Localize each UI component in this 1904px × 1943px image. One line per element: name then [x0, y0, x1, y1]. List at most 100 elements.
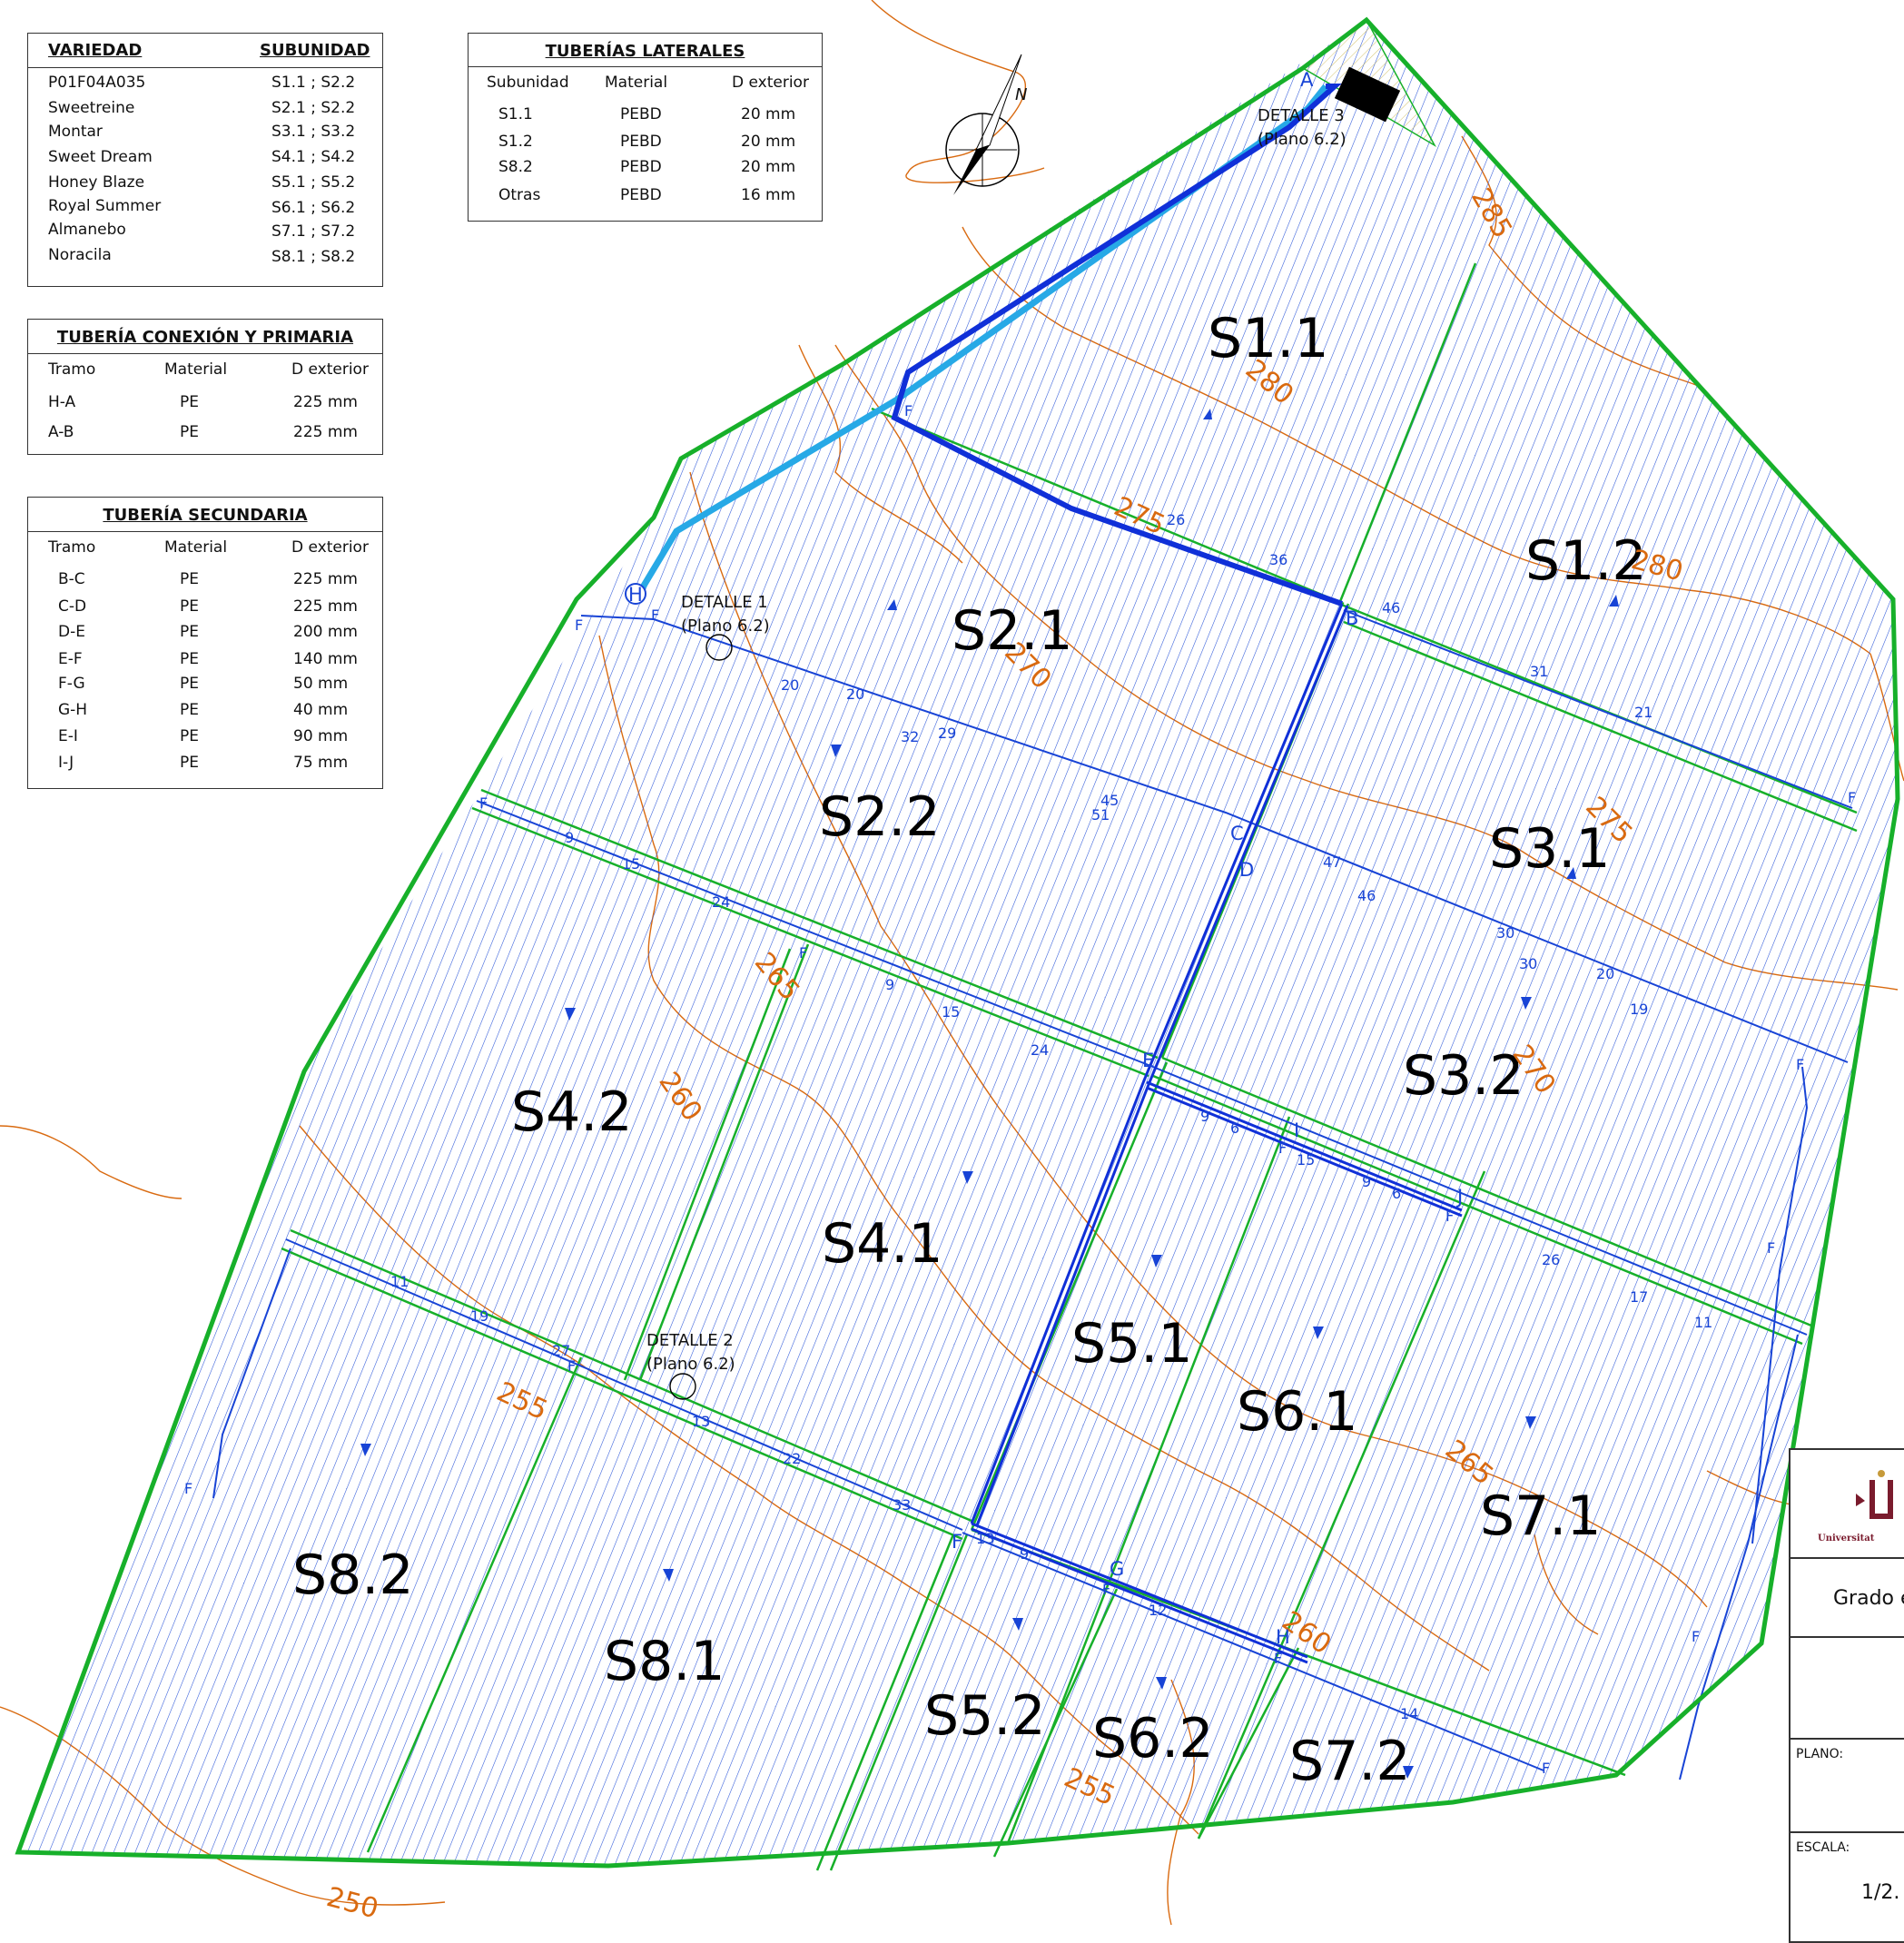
subunit-label: S2.1 [952, 599, 1073, 663]
variety-subunit: S7.1 ; S7.2 [271, 222, 356, 241]
university-logo [1856, 1470, 1893, 1519]
pipe-number: 30 [1519, 955, 1537, 972]
escala-value: 1/2. [1861, 1881, 1900, 1904]
detail-1-ref: (Plano 6.2) [681, 616, 770, 636]
pipe-number: 6 [1392, 1185, 1401, 1202]
secondary-cell: 40 mm [293, 701, 349, 719]
detail-3-ref: (Plano 6.2) [1258, 130, 1347, 149]
secondary-cell: C-D [58, 597, 87, 616]
pipe-number: 15 [942, 1003, 960, 1021]
subunit-label: S3.1 [1489, 817, 1611, 881]
secondary-col-tramo: Tramo [48, 538, 96, 557]
tertiary-pipes [212, 609, 1853, 1780]
pipe-end-label: F [479, 794, 488, 812]
secondary-pipes [970, 603, 1463, 1664]
north-label: N [1015, 85, 1027, 104]
pipe-end-label: F [567, 1357, 576, 1375]
subunit-label: S1.1 [1208, 307, 1329, 370]
flow-arrows [360, 409, 1619, 1779]
subunit-header: SUBUNIDAD [260, 41, 370, 60]
pipe-number: 9 [1362, 1173, 1371, 1190]
pipe-number: 12 [1149, 1602, 1167, 1619]
variety-subunit: S5.1 ; S5.2 [271, 173, 356, 192]
pipe-number: 30 [1496, 924, 1514, 942]
subunit-labels: S1.1 S1.2 S2.1 S2.2 S3.1 S3.2 S4.1 S4.2 … [292, 307, 1647, 1793]
variety-name: Sweetreine [48, 99, 135, 117]
laterals-cell: S1.2 [498, 133, 533, 151]
pipe-number: 33 [893, 1496, 911, 1514]
pipe-number: 24 [712, 893, 730, 911]
secondary-cell: PE [180, 650, 199, 668]
pipe-number: 46 [1382, 599, 1400, 616]
pipe-number: 15 [1297, 1151, 1315, 1169]
pipe-number: 24 [1031, 1041, 1049, 1059]
laterals-col-diameter: D exterior [732, 74, 809, 92]
variety-subunit: S4.1 ; S4.2 [271, 148, 356, 166]
connection-cell: 225 mm [293, 393, 358, 411]
subunit-label: S7.1 [1480, 1484, 1602, 1548]
secondary-col-material: Material [164, 538, 228, 557]
variety-name: Almanebo [48, 221, 126, 239]
connection-col-tramo: Tramo [48, 360, 96, 379]
detail-1-title: DETALLE 1 [681, 593, 768, 612]
plano-cell: PLANO: [1791, 1738, 1904, 1833]
secondary-cell: 90 mm [293, 727, 349, 745]
connection-cell: H-A [48, 393, 76, 411]
secondary-cell: 50 mm [293, 675, 349, 693]
field-boundary [15, 16, 1900, 1869]
connection-cell: PE [180, 423, 199, 441]
secondary-cell: I-J [58, 754, 74, 772]
pipe-number: 32 [901, 728, 919, 745]
node-label: H [1276, 1626, 1290, 1648]
pipe-end-label: F [1102, 1581, 1110, 1598]
secondary-cell: PE [180, 623, 199, 641]
secondary-cell: D-E [58, 623, 85, 641]
subunit-label: S1.2 [1525, 529, 1647, 593]
variety-name: Noracila [48, 246, 112, 264]
pumping-building [1334, 66, 1401, 123]
laterals-cell: PEBD [620, 158, 662, 176]
subunit-label: S7.2 [1289, 1730, 1411, 1793]
secondary-cell: G-H [58, 701, 88, 719]
node-label: J [1455, 1186, 1463, 1208]
connection-title: TUBERÍA CONEXIÓN Y PRIMARIA [56, 328, 354, 347]
subunit-label: S4.1 [822, 1212, 943, 1276]
pipe-number: 22 [783, 1450, 801, 1467]
variety-table: VARIEDAD SUBUNIDAD P01F04A035 S1.1 ; S2.… [27, 33, 383, 287]
pipe-end-label: F [1445, 1208, 1454, 1225]
pipe-number: 21 [1634, 704, 1652, 721]
primary-pipe [891, 84, 1343, 607]
laterals-cell: 20 mm [741, 105, 796, 123]
title-block: Universitat Grado e PLANO: ESCALA: 1/2. [1789, 1448, 1904, 1943]
pipe-number: 13 [976, 1530, 994, 1547]
secondary-col-diameter: D exterior [291, 538, 369, 557]
detail-3-title: DETALLE 3 [1258, 106, 1345, 125]
pipe-number: 13 [692, 1413, 710, 1430]
subunit-label: S2.2 [819, 785, 941, 849]
pipe-number: 9 [885, 976, 894, 993]
node-label: C [1230, 823, 1244, 844]
pipe-number: 9 [1200, 1108, 1209, 1125]
laterals-title: TUBERÍAS LATERALES [545, 42, 745, 61]
pipe-end-label: F [1848, 789, 1856, 806]
laterals-col-subunit: Subunidad [487, 74, 569, 92]
subunit-label: S5.1 [1071, 1312, 1193, 1376]
subunit-label: S4.2 [511, 1080, 633, 1144]
pipe-number: 9 [1020, 1545, 1029, 1563]
laterals-cell: S1.1 [498, 105, 533, 123]
pipe-end-label: F [799, 944, 807, 962]
node-label: H [628, 584, 643, 606]
secondary-cell: 200 mm [293, 623, 358, 641]
pipe-end-label: F [1796, 1056, 1804, 1073]
detail-2-marker [669, 1373, 696, 1400]
node-label: G [1110, 1558, 1124, 1580]
pipe-number: 45 [1100, 792, 1119, 809]
pipe-number: 27 [552, 1342, 570, 1359]
connection-cell: A-B [48, 423, 74, 441]
pipe-end-label: F [904, 402, 913, 419]
laterals-cell: PEBD [620, 133, 662, 151]
pipe-number: 26 [1167, 511, 1185, 528]
contour-label: 250 [323, 1881, 381, 1926]
